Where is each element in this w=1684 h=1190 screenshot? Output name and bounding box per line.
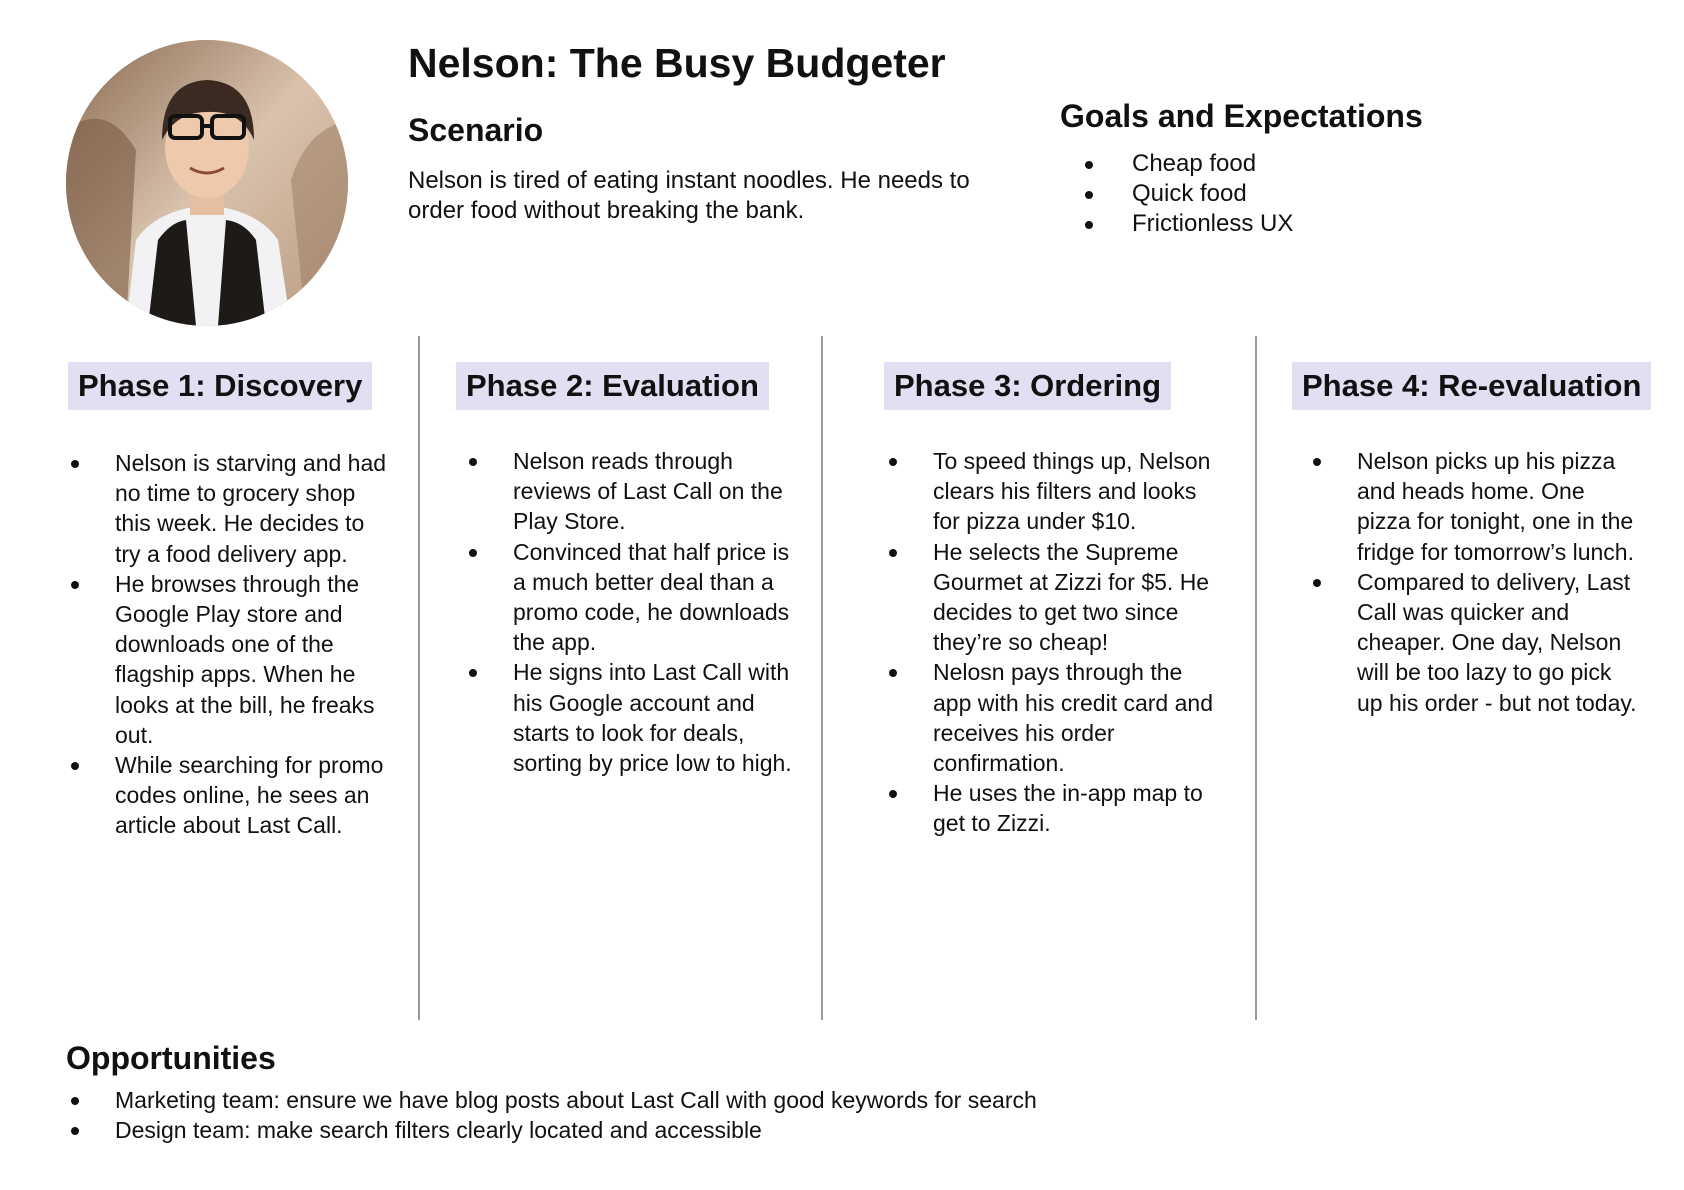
phase-1-list: Nelson is starving and had no time to gr… xyxy=(66,448,396,841)
list-item: Nelosn pays through the app with his cre… xyxy=(884,657,1224,778)
goal-item: Quick food xyxy=(1060,179,1293,209)
goal-item: Frictionless UX xyxy=(1060,209,1293,239)
list-item: Nelson reads through reviews of Last Cal… xyxy=(464,446,794,537)
opportunities-heading: Opportunities xyxy=(66,1040,276,1076)
list-item: Marketing team: ensure we have blog post… xyxy=(66,1085,1366,1115)
phase-3-list: To speed things up, Nelson clears his fi… xyxy=(884,446,1224,839)
phase-1-title: Phase 1: Discovery xyxy=(68,362,373,410)
list-item: He browses through the Google Play store… xyxy=(66,569,396,750)
scenario-heading: Scenario xyxy=(408,112,544,148)
phase-divider xyxy=(821,336,823,1020)
list-item: He selects the Supreme Gourmet at Zizzi … xyxy=(884,537,1224,658)
list-item: While searching for promo codes online, … xyxy=(66,750,396,841)
list-item: To speed things up, Nelson clears his fi… xyxy=(884,446,1224,537)
list-item: Nelson picks up his pizza and heads home… xyxy=(1308,446,1638,567)
list-item: Compared to delivery, Last Call was quic… xyxy=(1308,567,1638,718)
list-item: He uses the in-app map to get to Zizzi. xyxy=(884,778,1224,838)
scenario-text: Nelson is tired of eating instant noodle… xyxy=(408,167,970,224)
phase-divider xyxy=(418,336,420,1020)
opportunities-list: Marketing team: ensure we have blog post… xyxy=(66,1085,1366,1145)
phase-divider xyxy=(1255,336,1257,1020)
list-item: Convinced that half price is a much bett… xyxy=(464,537,794,658)
persona-avatar xyxy=(66,40,348,326)
phase-3-title: Phase 3: Ordering xyxy=(884,362,1172,410)
person-photo-icon xyxy=(66,40,348,326)
phase-4-title: Phase 4: Re-evaluation xyxy=(1292,362,1652,410)
phase-2-title: Phase 2: Evaluation xyxy=(456,362,769,410)
goals-heading: Goals and Expectations xyxy=(1060,98,1423,134)
list-item: Nelson is starving and had no time to gr… xyxy=(66,448,396,569)
phase-4-list: Nelson picks up his pizza and heads home… xyxy=(1308,446,1638,718)
list-item: He signs into Last Call with his Google … xyxy=(464,657,794,778)
phase-2-list: Nelson reads through reviews of Last Cal… xyxy=(464,446,794,778)
goal-item: Cheap food xyxy=(1060,149,1293,179)
goals-list: Cheap food Quick food Frictionless UX xyxy=(1060,149,1293,239)
list-item: Design team: make search filters clearly… xyxy=(66,1115,1366,1145)
persona-title: Nelson: The Busy Budgeter xyxy=(408,40,946,86)
